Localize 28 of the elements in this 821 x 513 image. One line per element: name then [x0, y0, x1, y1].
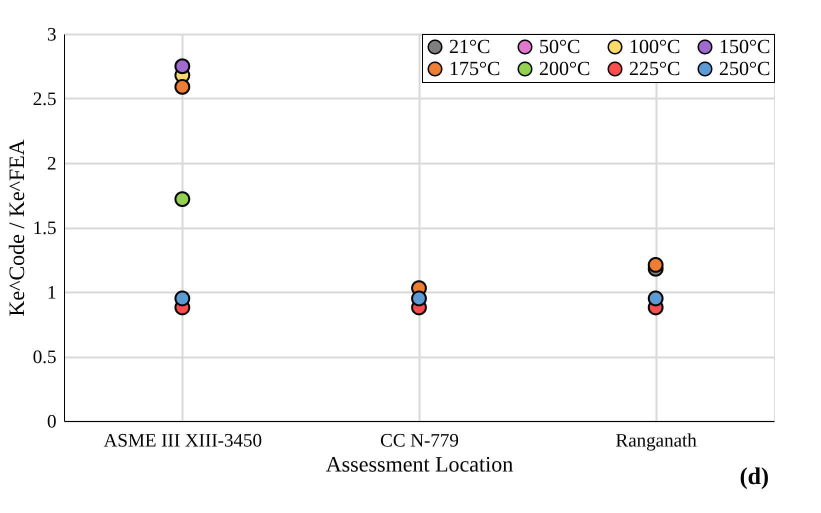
legend-label: 100°C: [629, 36, 680, 58]
legend-label: 250°C: [719, 58, 770, 80]
point: [411, 290, 427, 306]
legend-label: 21°C: [449, 36, 490, 58]
point: [174, 191, 190, 207]
y-tick-label: 1.5: [32, 218, 56, 239]
point: [174, 79, 190, 95]
point: [174, 58, 190, 74]
y-tick-label: 2.5: [32, 89, 56, 110]
y-tick-label: 1: [47, 282, 56, 304]
x-axis-title: Assessment Location: [326, 452, 514, 476]
y-tick-label: 0.5: [32, 347, 56, 368]
x-tick-label: CC N-779: [380, 430, 459, 452]
point: [648, 290, 664, 306]
legend-label: 150°C: [719, 36, 770, 58]
legend-label: 225°C: [629, 58, 680, 80]
legend-label: 50°C: [539, 36, 580, 58]
y-tick-label: 0: [47, 412, 56, 432]
x-tick-label: ASME III XIII-3450: [104, 430, 262, 452]
y-axis-title: Ke^Code / Ke^FEA: [4, 139, 29, 317]
point: [648, 257, 664, 273]
y-tick-label: 2: [47, 154, 56, 174]
text: (d): [740, 464, 769, 490]
x-tick-label: Ranganath: [616, 430, 698, 452]
legend-label: 200°C: [539, 58, 590, 80]
point: [174, 290, 190, 306]
legend-label: 175°C: [449, 58, 500, 80]
y-tick-label: 3: [47, 24, 56, 46]
